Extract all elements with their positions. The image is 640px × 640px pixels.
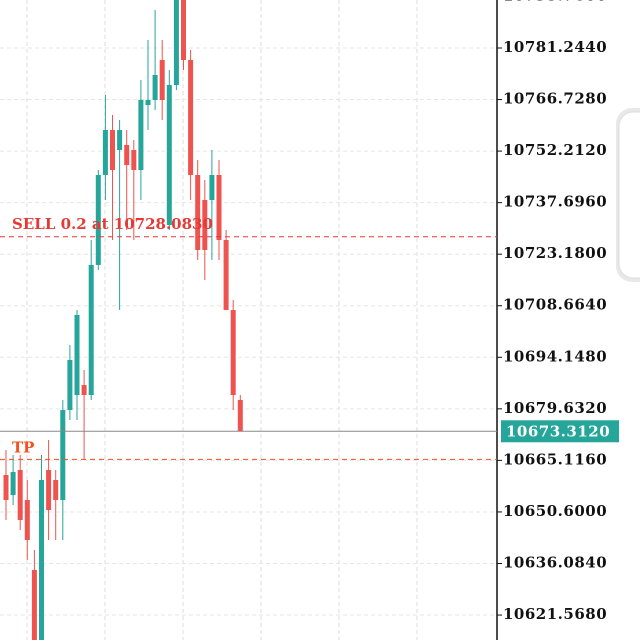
candle-body bbox=[152, 75, 158, 101]
y-tick-label: 10621.5680 bbox=[503, 605, 607, 623]
candle-body bbox=[216, 175, 222, 240]
candle-body bbox=[46, 470, 52, 511]
candle-body bbox=[3, 475, 9, 501]
candle-body bbox=[124, 144, 130, 165]
candle-body bbox=[237, 400, 243, 432]
candle-body bbox=[95, 175, 101, 265]
candle-body bbox=[53, 480, 59, 501]
candle-body bbox=[209, 175, 215, 201]
candle-body bbox=[181, 0, 186, 61]
y-tick-label: 10708.6640 bbox=[503, 296, 607, 314]
price-box bbox=[501, 420, 619, 443]
candle-body bbox=[145, 100, 151, 106]
candle-body bbox=[131, 150, 137, 170]
candle-body bbox=[74, 314, 80, 396]
side-tab bbox=[618, 111, 640, 279]
candle-body bbox=[31, 570, 37, 640]
candle-body bbox=[230, 310, 236, 396]
y-tick-label: 10679.6320 bbox=[503, 399, 607, 417]
y-tick-label: 10636.0840 bbox=[503, 553, 607, 571]
candle-body bbox=[138, 100, 144, 170]
candle-body bbox=[81, 385, 87, 396]
price-label: 10673.3120 bbox=[506, 422, 610, 440]
candle-body bbox=[110, 130, 115, 170]
candle-body bbox=[166, 85, 172, 226]
candle-body bbox=[39, 480, 44, 640]
y-tick-label: 10737.6960 bbox=[503, 193, 607, 211]
candle-body bbox=[195, 175, 201, 251]
y-tick-label: 10795.7600 bbox=[503, 0, 607, 4]
sell-label: SELL 0.2 at 10728.0830 bbox=[12, 215, 213, 233]
candle-body bbox=[60, 410, 66, 501]
candle-body bbox=[188, 60, 194, 176]
y-tick-label: 10781.2440 bbox=[503, 38, 607, 56]
candle-body bbox=[202, 200, 208, 251]
y-tick-label: 10766.7280 bbox=[503, 90, 607, 108]
candle-body bbox=[159, 60, 165, 101]
candle-body bbox=[173, 0, 179, 86]
candle-body bbox=[24, 500, 30, 540]
candle-body bbox=[17, 470, 23, 521]
y-tick-label: 10752.2120 bbox=[503, 141, 607, 159]
y-tick-label: 10650.6000 bbox=[503, 502, 607, 520]
y-tick-label: 10665.1160 bbox=[503, 450, 607, 468]
candle-body bbox=[10, 472, 16, 496]
y-tick-label: 10723.1800 bbox=[503, 244, 607, 262]
candle-body bbox=[88, 264, 94, 396]
candle-body bbox=[102, 130, 108, 176]
candle-body bbox=[67, 360, 73, 411]
candle-body bbox=[117, 130, 123, 151]
tp-label: TP bbox=[12, 438, 34, 456]
candle-body bbox=[223, 239, 229, 311]
y-tick-label: 10694.1480 bbox=[503, 347, 607, 365]
